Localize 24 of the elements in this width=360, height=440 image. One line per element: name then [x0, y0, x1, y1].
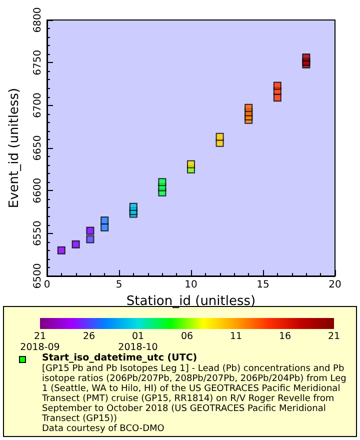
x-tick-label: 5: [116, 280, 122, 290]
y-tick-label: 6750: [32, 50, 44, 76]
x-tick-label: 0: [44, 280, 50, 290]
color-bar-label: 01 2018-10: [118, 331, 158, 353]
y-tick-label: 6500: [32, 263, 44, 289]
color-bar-label: 11: [230, 331, 242, 342]
x-axis-title: Station_id (unitless): [126, 294, 256, 309]
x-tick-label: 10: [184, 280, 198, 290]
color-bar-label: 21: [328, 331, 340, 342]
x-tick-label: 20: [328, 280, 342, 290]
text: Data courtesy of BCO-DMO: [42, 424, 164, 434]
color-bar-label: 06: [180, 331, 194, 342]
y-tick-label: 6550: [32, 220, 44, 246]
y-tick-label: 6600: [32, 178, 44, 204]
color-bar-label: 21 2018-09: [20, 331, 60, 353]
y-axis-title: Event_id (unitless): [7, 88, 22, 208]
text: [GP15 Pb and Pb Isotopes Leg 1] - Lead (Pb) concentrations and Pb isotope ratios (206Pb/207Pb, 208Pb/207Pb, 206Pb/204Pb) from Leg 1 (Seattle, WA to Hilo, HI) of the US GEOTRACES Pacific Meridional Transect (PMT) cruise (GP15, RR1814) on R/V Roger Revelle from September to October 2018 (US GEOTRACES Pacific Meridional Transect (GP15)): [41, 364, 350, 424]
y-tick-label: 6800: [32, 7, 44, 33]
y-tick-label: 6650: [32, 135, 44, 161]
x-tick-label: 15: [256, 280, 270, 290]
color-bar-label: 26: [82, 331, 96, 342]
color-bar-label: 16: [278, 331, 292, 342]
color-bar-title: Start_iso_datetime_utc (UTC): [42, 352, 198, 364]
y-tick-label: 6700: [32, 92, 44, 118]
